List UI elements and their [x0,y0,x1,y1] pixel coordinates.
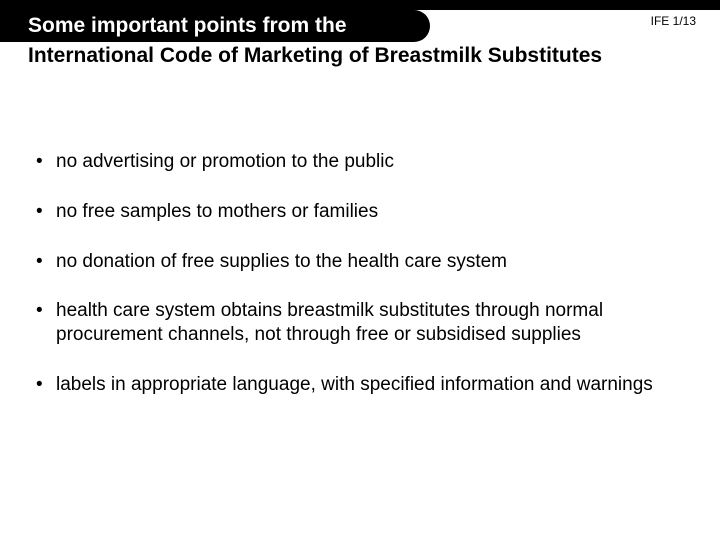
list-item: no advertising or promotion to the publi… [30,150,690,174]
bullet-list: no advertising or promotion to the publi… [30,150,690,397]
slide-code: IFE 1/13 [651,14,696,28]
list-item: health care system obtains breastmilk su… [30,299,690,347]
list-item: no free samples to mothers or families [30,200,690,224]
title-line-2: International Code of Marketing of Breas… [28,44,602,68]
list-item: no donation of free supplies to the heal… [30,250,690,274]
list-item: labels in appropriate language, with spe… [30,373,690,397]
title-line-1: Some important points from the [28,14,347,38]
content-area: no advertising or promotion to the publi… [30,150,690,423]
top-bar [0,0,720,10]
title-pill: Some important points from the [0,10,430,42]
slide: IFE 1/13 Some important points from the … [0,0,720,540]
